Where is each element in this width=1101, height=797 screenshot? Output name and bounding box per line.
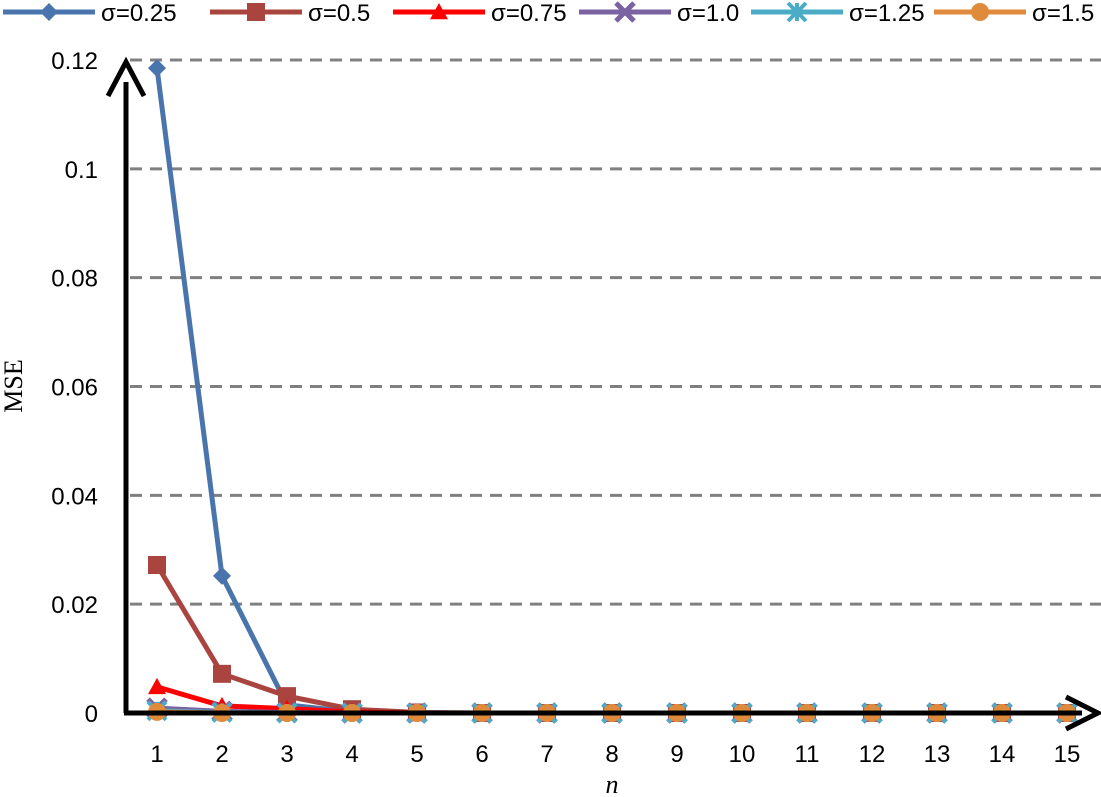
y-tick-label: 0	[85, 701, 98, 728]
y-axis-ticks: 0 0.02 0.04 0.06 0.08 0.1 0.12	[51, 48, 98, 728]
y-tick-label: 0.06	[51, 375, 98, 402]
data-point-x-marker	[614, 1, 636, 23]
y-tick-label: 0.1	[65, 157, 98, 184]
y-axis-label: MSE	[0, 359, 28, 412]
legend-label: σ=0.75	[491, 0, 567, 27]
data-point-diamond-marker	[148, 59, 166, 78]
x-tick-label: 7	[540, 741, 553, 768]
data-point-square-marker	[278, 687, 296, 706]
legend-label: σ=1.25	[849, 0, 925, 27]
axes	[105, 56, 1101, 732]
data-point-square-marker	[247, 3, 265, 21]
x-axis-ticks: 1 2 3 4 5 6 7 8 9 10 11 12 13 14 15	[150, 741, 1080, 768]
x-tick-label: 11	[795, 741, 820, 768]
x-tick-label: 10	[729, 741, 756, 768]
x-tick-label: 5	[410, 741, 423, 768]
x-tick-label: 3	[280, 741, 293, 768]
data-point-circle-marker	[971, 3, 989, 21]
x-tick-label: 8	[605, 741, 618, 768]
data-point-star-marker	[786, 1, 808, 23]
series-1	[148, 555, 1076, 722]
gridlines	[130, 58, 1101, 606]
data-point-triangle-marker	[148, 677, 166, 695]
legend-label: σ=0.5	[308, 0, 370, 27]
y-tick-label: 0.08	[51, 266, 98, 293]
x-axis-arrowhead	[1064, 694, 1101, 732]
data-point-diamond-marker	[213, 566, 231, 585]
series-line	[154, 67, 1067, 716]
legend-item: σ=1.25	[751, 0, 925, 27]
data-point-square-marker	[148, 555, 166, 574]
legend: σ=0.25 σ=0.5 σ=0.75 σ=1.0 σ=1.25 σ=1.5	[3, 0, 1094, 27]
x-tick-label: 4	[345, 741, 358, 768]
series-layer	[146, 59, 1078, 724]
legend-item: σ=0.25	[3, 0, 177, 27]
legend-label: σ=1.0	[677, 0, 739, 27]
x-tick-label: 2	[215, 741, 228, 768]
x-tick-label: 14	[989, 741, 1016, 768]
legend-item: σ=1.0	[579, 0, 739, 27]
y-tick-label: 0.12	[51, 48, 98, 75]
x-tick-label: 15	[1054, 741, 1081, 768]
legend-item: σ=0.75	[393, 0, 567, 27]
data-point-diamond-marker	[40, 3, 58, 21]
series-0	[148, 59, 1076, 722]
legend-item: σ=1.5	[934, 0, 1094, 27]
legend-item: σ=0.5	[210, 0, 370, 27]
legend-label: σ=1.5	[1032, 0, 1094, 27]
x-tick-label: 12	[859, 741, 886, 768]
legend-label: σ=0.25	[101, 0, 177, 27]
data-point-triangle-marker	[430, 3, 448, 20]
x-axis-label: n	[606, 770, 619, 797]
y-tick-label: 0.04	[51, 483, 98, 510]
data-point-square-marker	[213, 664, 231, 683]
x-tick-label: 9	[670, 741, 683, 768]
x-tick-label: 13	[924, 741, 951, 768]
x-tick-label: 1	[150, 741, 163, 768]
y-axis-arrowhead	[105, 56, 147, 98]
y-tick-label: 0.02	[51, 592, 98, 619]
x-tick-label: 6	[475, 741, 488, 768]
